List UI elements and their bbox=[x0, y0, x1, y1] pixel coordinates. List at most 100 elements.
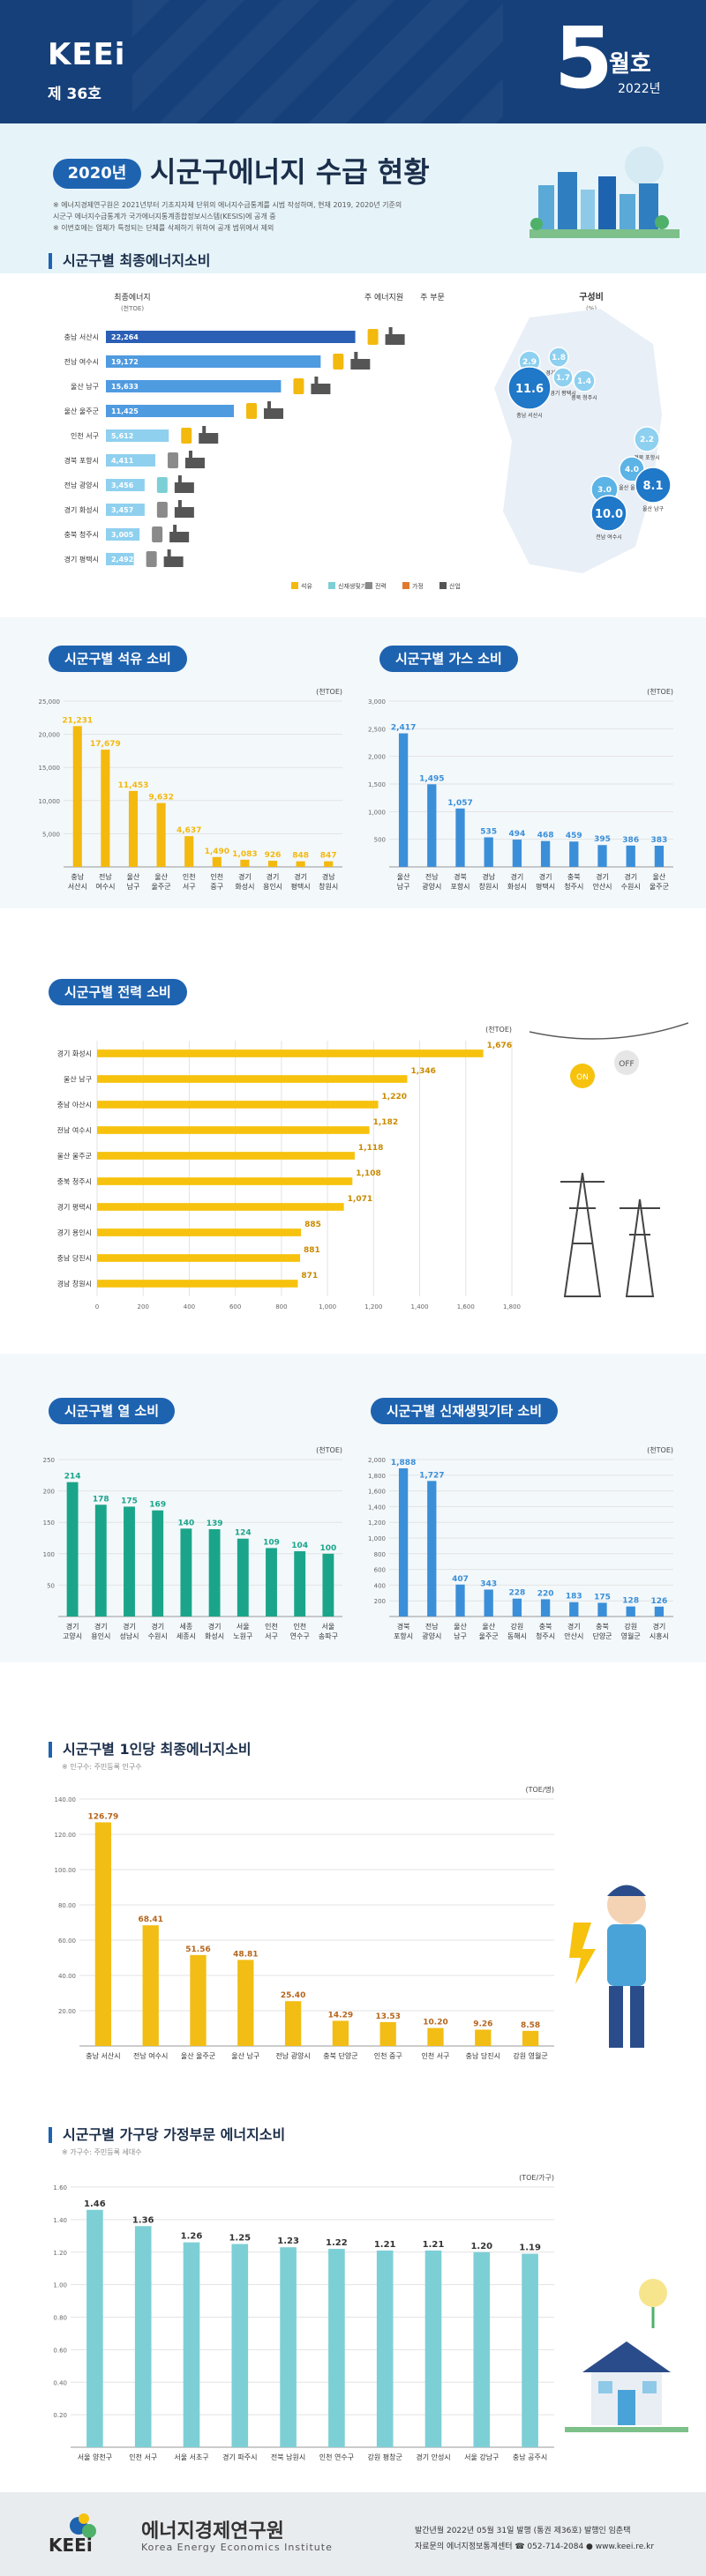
x-tick-label: 울산 울주군 bbox=[181, 2051, 215, 2060]
data-label: 885 bbox=[304, 1221, 321, 1229]
household-chart: (TOE/가구) 0.20 0.40 0.60 0.80 1.00 1.20 1.40 1.60… bbox=[53, 2174, 554, 2461]
legend-swatch bbox=[291, 582, 298, 589]
data-label: 175 bbox=[121, 1497, 138, 1505]
x-tick-label: 200 bbox=[138, 1303, 149, 1310]
data-label: 926 bbox=[265, 851, 282, 860]
data-label: 5,612 bbox=[111, 432, 133, 440]
industry-icon bbox=[385, 334, 405, 345]
data-label: 494 bbox=[509, 830, 526, 839]
x-tick-label: 800 bbox=[275, 1303, 287, 1310]
data-label: 343 bbox=[480, 1579, 497, 1588]
x-tick-label: 400 bbox=[184, 1303, 195, 1310]
data-label: 2,492 bbox=[111, 556, 133, 564]
y-tick-label: 인천 서구 bbox=[71, 431, 99, 440]
legend-swatch bbox=[365, 582, 372, 589]
legend-label: 석유 bbox=[301, 582, 312, 590]
bar bbox=[324, 861, 334, 867]
y-tick-label: 1.00 bbox=[53, 2282, 67, 2289]
header-banner: KEEi 제 36호 5 월호 2022년 bbox=[0, 0, 706, 123]
main-source-icon bbox=[152, 526, 163, 542]
x-tick-label: 울주군 bbox=[152, 883, 171, 891]
x-tick-label: 포항시 bbox=[394, 1632, 413, 1640]
bar bbox=[473, 2251, 491, 2447]
section-title-household: 시군구별 가구당 가정부문 에너지소비 bbox=[49, 2127, 285, 2143]
x-tick-label: 동해시 bbox=[507, 1631, 527, 1640]
bar bbox=[97, 1152, 355, 1160]
bar bbox=[128, 790, 139, 867]
bar bbox=[183, 2242, 200, 2447]
y-tick-label: 1,400 bbox=[368, 1504, 386, 1511]
x-tick-label: 인천 중구 bbox=[374, 2051, 402, 2060]
y-tick-label: 경기 화성시 bbox=[64, 505, 99, 514]
title-band: 2020년 시군구에너지 수급 현황 ※ 에너지경제연구원은 2021년부터 기… bbox=[0, 123, 706, 273]
bar bbox=[97, 1101, 379, 1109]
bar bbox=[484, 837, 493, 867]
data-label: 9.26 bbox=[473, 2020, 492, 2028]
industry-icon bbox=[169, 532, 190, 542]
y-tick-label: 충남 아산시 bbox=[57, 1101, 92, 1109]
x-tick-label: 강원 bbox=[624, 1622, 637, 1631]
bar bbox=[267, 861, 278, 867]
y-tick-label: 100.00 bbox=[55, 1867, 77, 1874]
legend-label: 전력 bbox=[375, 582, 387, 590]
bar bbox=[654, 845, 665, 867]
y-tick-label: 400 bbox=[374, 1582, 386, 1589]
power-illustration-icon: ON OFF bbox=[530, 1022, 688, 1297]
y-tick-label: 10,000 bbox=[39, 798, 61, 805]
data-label: 848 bbox=[292, 852, 309, 861]
y-tick-label: 경북 포항시 bbox=[64, 456, 99, 465]
bar bbox=[97, 1228, 302, 1236]
x-tick-label: 화성시 bbox=[235, 883, 254, 891]
x-tick-label: 평택시 bbox=[291, 882, 311, 891]
bar bbox=[296, 861, 305, 867]
data-label: 25.40 bbox=[281, 1991, 305, 2000]
month-number: 5 bbox=[554, 9, 613, 108]
bar bbox=[540, 1599, 551, 1617]
data-label: 1.25 bbox=[229, 2234, 251, 2244]
unit-label: (천TOE) bbox=[316, 1445, 342, 1454]
unit-label: (천TOE) bbox=[647, 1445, 673, 1454]
y-tick-label: 3,000 bbox=[368, 698, 386, 706]
contact-info: 자료문의 에너지정보통계센터 ☎ 052-714-2084 ● www.keei… bbox=[415, 2542, 655, 2551]
x-tick-label: 울산 남구 bbox=[231, 2051, 259, 2060]
y-tick-label: 150 bbox=[43, 1519, 55, 1527]
y-tick-label: 1,500 bbox=[368, 781, 386, 788]
y-tick-label: 0.20 bbox=[53, 2412, 67, 2419]
x-tick-label: 인천 연수구 bbox=[319, 2453, 354, 2461]
chimney-icon bbox=[188, 451, 192, 458]
unit-label: (천TOE) bbox=[485, 1025, 512, 1034]
data-label: 68.41 bbox=[138, 1915, 162, 1924]
bar bbox=[427, 1481, 437, 1617]
x-tick-label: 경기 bbox=[653, 1622, 666, 1631]
x-tick-label: 경기 bbox=[151, 1622, 164, 1631]
worker-illustration-icon bbox=[569, 1885, 646, 2048]
x-tick-label: 창원시 bbox=[319, 883, 338, 891]
x-tick-label: 세종 bbox=[180, 1623, 193, 1631]
share-value: 11.6 bbox=[515, 383, 544, 396]
x-tick-label: 전북 남원시 bbox=[271, 2453, 305, 2461]
bar bbox=[106, 479, 145, 491]
bar bbox=[106, 528, 140, 541]
x-tick-label: 서울 강남구 bbox=[464, 2453, 499, 2461]
x-tick-label: 수원시 bbox=[148, 1632, 168, 1640]
y-tick-label: 1.60 bbox=[53, 2184, 67, 2191]
y-tick-label: 800 bbox=[374, 1551, 386, 1558]
x-tick-label: 경북 bbox=[397, 1622, 410, 1631]
share-value: 1.7 bbox=[556, 374, 570, 383]
x-tick-label: 울산 bbox=[653, 872, 666, 881]
x-tick-label: 서울 bbox=[322, 1623, 335, 1631]
x-tick-label: 경기 bbox=[596, 872, 609, 881]
x-tick-label: 경기 bbox=[567, 1622, 581, 1631]
data-label: 881 bbox=[304, 1246, 320, 1255]
unit-label: (천TOE) bbox=[316, 687, 342, 696]
y-tick-label: 5,000 bbox=[42, 831, 60, 838]
bar bbox=[184, 836, 194, 867]
y-tick-label: 200 bbox=[43, 1489, 55, 1496]
svg-text:ON: ON bbox=[576, 1073, 589, 1082]
x-tick-label: 울산 bbox=[397, 872, 410, 881]
bar bbox=[427, 2027, 444, 2046]
x-tick-label: 안산시 bbox=[592, 882, 612, 891]
data-label: 1.19 bbox=[519, 2244, 541, 2253]
bar bbox=[97, 1177, 353, 1185]
unit-label: (천TOE) bbox=[647, 687, 673, 696]
